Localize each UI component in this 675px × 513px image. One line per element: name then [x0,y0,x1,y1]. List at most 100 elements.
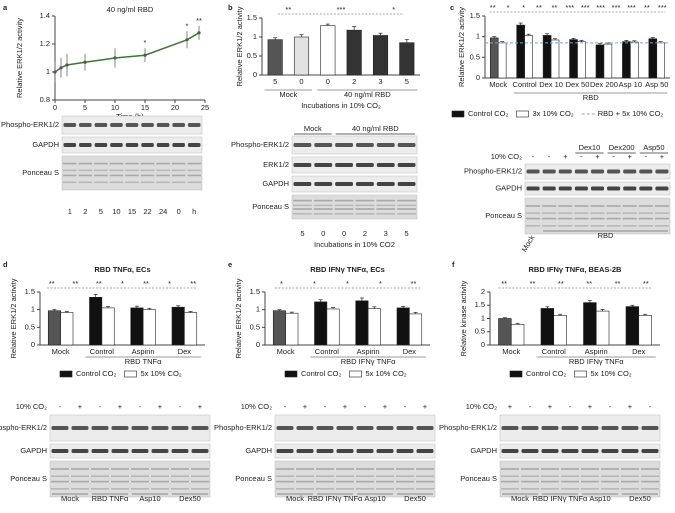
blot-row [291,175,418,193]
blot-band [151,480,169,483]
blot-row [291,135,418,155]
blot-band [296,475,314,477]
blot-row-label: Phospho-ERK1/2 [231,140,289,149]
blot-row-label: Phospho-ERK1/2 [214,423,272,432]
blot-band [606,225,621,227]
legend-swatch [349,370,362,378]
sign: + [383,402,388,411]
significance: ** [586,279,592,288]
y-axis-label: Relative ERK1/2 activity [9,278,18,358]
blot-band [313,213,333,215]
blot-footer: Dex50 [629,494,651,503]
blot-band [187,143,201,147]
bar [130,307,144,346]
blot-band [171,181,186,184]
bar [625,306,640,346]
blot-band [607,169,621,174]
blot-band [335,163,353,167]
blot-band [156,169,170,172]
blot-band [293,163,312,167]
blot-band [574,225,589,227]
blot-band [336,426,354,430]
blot-band [94,174,108,177]
blot-band [293,182,312,186]
x-tick-label: Mock [502,347,520,356]
x-tick-label: 0 [299,77,303,86]
legend-label: 3x 10% CO₂ [532,109,573,118]
x-tick-label: Mock [277,347,295,356]
blot-band [191,449,209,453]
legend-swatch [284,370,298,378]
blot-band [526,169,540,174]
blot-band [131,468,149,470]
blot-band [621,488,639,490]
blot-band [355,213,375,215]
sign: - [569,402,572,411]
sign: + [423,402,428,411]
legend-label: 5x 10% CO₂ [590,369,631,378]
trend-line [54,32,200,73]
legend-swatch [509,370,523,378]
blot-band [111,449,129,453]
blot-band [156,123,170,127]
blot-band [526,205,541,207]
y-tick-label: 2 [481,287,485,296]
blot-band [641,449,659,453]
blot-band [355,204,375,207]
chart-title: RBD IFNγ TNFα, ECs [310,265,385,274]
blot-band [416,488,434,490]
blot-row-label: Phospho-ERK1/2 [0,423,47,432]
blot-footer: Incubations in 10% CO2 [314,240,395,249]
blot-band [526,212,541,214]
blot-band [356,163,374,167]
sign: + [628,152,633,161]
significance: * [313,279,316,288]
sign: + [628,402,633,411]
blot-band [125,143,139,147]
legend-swatch [574,370,587,378]
blot-footer: Mock [61,494,79,503]
sign: - [529,402,532,411]
blot-band [561,468,579,470]
data-point [65,63,69,67]
blot-band [111,480,129,483]
blot-band [621,468,639,470]
blot-row [274,460,436,498]
data-point [83,60,87,64]
y-axis-label: Relative ERK1/2 activity [15,18,24,98]
lane-label: 22 [143,207,151,216]
blot-band [376,426,394,430]
sign: - [609,402,612,411]
blot-band [581,468,599,470]
bar [524,35,533,79]
significance: *** [565,3,574,12]
blot-band [156,162,170,165]
y-tick-label: 0.5 [470,52,480,61]
y-tick-label: 0 [256,340,260,349]
bar [595,44,605,79]
blot-header: Mock [304,124,322,133]
blot-band [574,205,589,207]
blot-band [171,426,189,430]
bar [622,41,631,79]
blot-band [131,480,149,483]
blot-band [91,475,109,477]
blot-band [606,217,621,220]
y-axis-label: Relative ERK1/2 activity [234,278,243,358]
sign: + [118,402,123,411]
y-tick-label: 1.4 [40,11,50,20]
blot-band [521,475,539,477]
x-tick-label: 15 [141,103,149,112]
blot-band [416,426,434,430]
blot-band [622,225,637,227]
blot-band [63,169,77,172]
blot-band [606,212,621,214]
x-tick-label: Control [315,347,340,356]
blot-band [293,143,312,147]
blot-band [314,163,333,167]
y-tick-label: 0 [253,70,257,79]
blot-header: Dex200 [609,143,635,152]
blot-band [654,205,669,207]
blot-band [131,475,149,477]
blot-band [654,217,669,220]
